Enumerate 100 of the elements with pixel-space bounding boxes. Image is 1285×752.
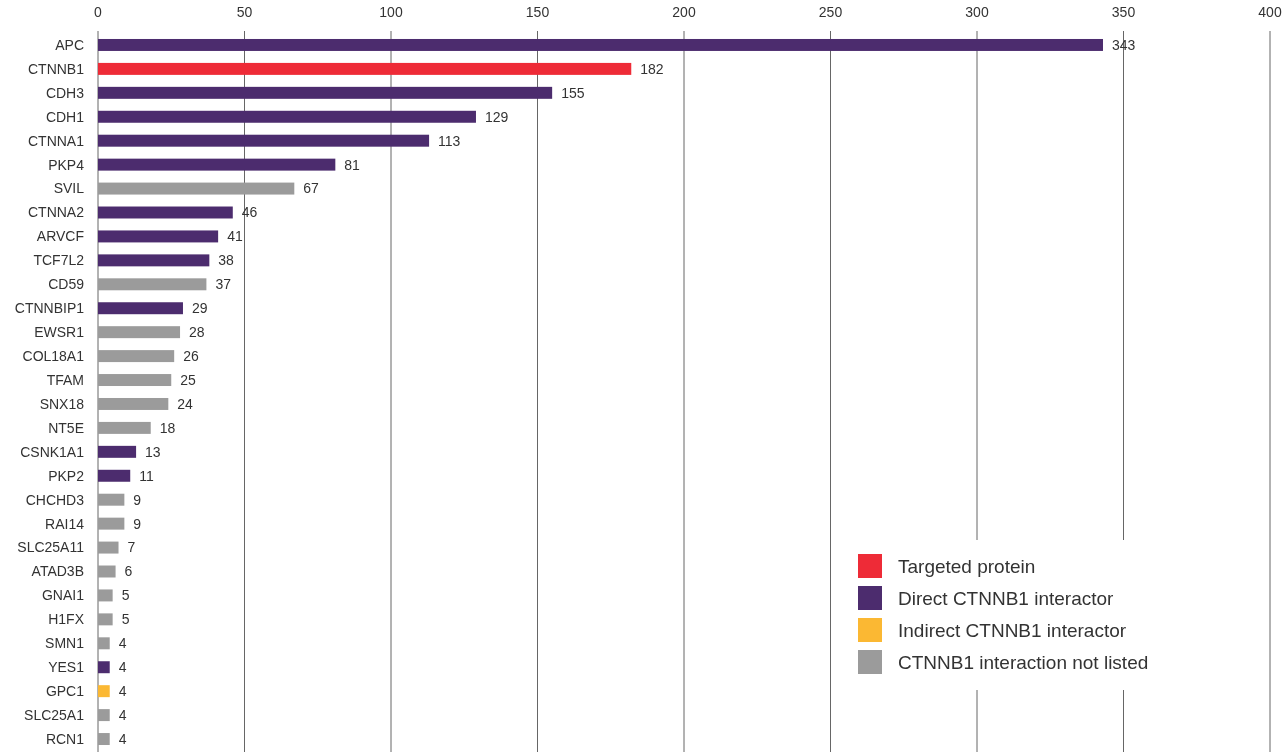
y-tick-label: SLC25A11 [17,539,85,556]
y-tick-label: CTNNA2 [27,204,85,221]
x-tick-label: 350 [1111,4,1136,20]
data-label: 41 [227,228,243,245]
bar [98,182,295,195]
y-tick-label: COL18A1 [22,348,85,364]
bar [98,445,137,458]
bar [98,589,113,602]
bar [98,326,181,339]
bar [98,493,125,506]
bar [98,709,110,722]
bar [98,374,172,387]
bar [98,86,553,99]
data-label: 4 [118,707,127,723]
data-label: 25 [180,371,197,388]
y-tick-label: SNX18 [39,395,85,412]
y-tick-label: SLC25A1 [24,707,85,723]
y-tick-label: CDH3 [45,84,85,101]
bar [98,637,110,650]
bar [98,230,219,243]
bar [98,350,175,363]
bar [98,541,119,554]
bar [98,517,125,530]
y-tick-label: NT5E [48,419,84,436]
y-tick-label: CSNK1A1 [20,443,85,460]
data-label: 11 [139,467,154,484]
bar [98,421,151,434]
data-label: 113 [438,132,461,149]
bar [98,110,476,123]
y-tick-label: CTNNA1 [27,132,85,149]
y-tick-label: ATAD3B [31,563,84,580]
y-tick-label: CHCHD3 [25,491,85,508]
x-tick-label: 50 [236,4,253,20]
y-tick-label: RCN1 [45,730,85,747]
bar [98,278,207,291]
data-label: 81 [344,156,361,173]
data-label: 24 [177,395,194,412]
legend-label: Direct CTNNB1 interactor [898,587,1115,609]
y-tick-label: CTNNB1 [27,60,85,77]
bar [98,302,183,315]
bar [98,565,116,578]
legend-label: Targeted protein [898,555,1036,577]
data-label: 29 [191,300,208,317]
data-label: 9 [133,515,142,532]
bar [98,158,336,171]
y-tick-label: ARVCF [36,228,84,245]
x-tick-label: 250 [818,4,843,20]
x-tick-label: 100 [379,4,403,20]
bar [98,134,430,147]
y-tick-label: CD59 [48,276,85,293]
y-tick-label: APC [55,36,84,53]
data-label: 7 [127,539,136,556]
legend-label: Indirect CTNNB1 interactor [898,619,1127,641]
legend-label: CTNNB1 interaction not listed [898,651,1149,673]
data-label: 6 [124,563,133,580]
bar [98,733,110,746]
data-label: 4 [118,683,127,700]
bar [98,206,233,219]
bar [98,254,210,267]
y-tick-label: GPC1 [45,683,85,700]
bar [98,469,131,482]
data-label: 4 [118,635,127,652]
y-tick-label: EWSR1 [34,324,85,341]
bar [98,62,632,75]
y-tick-label: SVIL [53,180,85,197]
y-tick-label: TCF7L2 [33,252,85,269]
data-label: 38 [218,252,235,269]
y-tick-label: SMN1 [45,635,85,652]
x-tick-label: 150 [525,4,550,20]
data-label: 182 [640,60,664,77]
y-tick-label: H1FX [48,611,85,628]
bar [98,661,110,674]
data-label: 18 [159,419,176,436]
y-tick-label: PKP4 [48,156,85,173]
x-tick-label: 300 [965,4,989,20]
y-tick-label: YES1 [48,659,85,676]
data-label: 26 [183,348,199,364]
data-label: 9 [133,491,142,508]
data-label: 4 [118,730,127,747]
bar [98,38,1103,51]
y-tick-label: CDH1 [45,108,85,125]
bar [98,613,113,626]
data-label: 5 [121,587,130,604]
x-tick-label: 400 [1258,4,1282,20]
data-label: 5 [121,611,130,628]
data-label: 37 [215,276,232,293]
data-label: 28 [189,324,205,341]
x-tick-label: 0 [94,4,103,20]
data-label: 13 [145,443,161,460]
bar [98,397,169,410]
y-tick-label: TFAM [46,371,84,388]
data-label: 4 [118,659,127,676]
bar [98,685,110,698]
y-tick-label: RAI14 [45,515,85,532]
data-label: 155 [561,84,585,101]
y-tick-label: CTNNBIP1 [14,300,85,317]
data-label: 67 [303,180,320,197]
data-label: 129 [484,108,509,125]
x-tick-label: 200 [672,4,696,20]
y-tick-label: PKP2 [48,467,85,484]
